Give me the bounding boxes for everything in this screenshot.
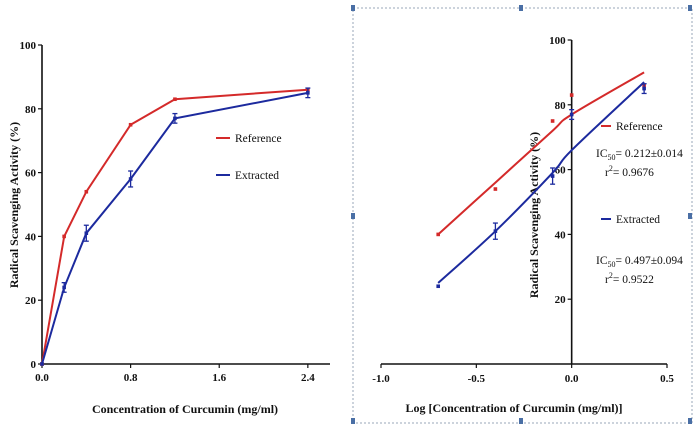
right-legend-label: Extracted — [616, 214, 660, 226]
left-y-tick-label: 0 — [31, 359, 37, 371]
right-data-point — [550, 174, 555, 178]
left-y-tick-label: 60 — [25, 168, 37, 180]
resize-handle — [688, 213, 692, 219]
right-data-point — [436, 284, 440, 289]
left-data-point — [128, 122, 133, 127]
left-data-point — [173, 97, 177, 102]
right-x-tick-label: -1.0 — [372, 373, 390, 385]
right-data-point — [569, 93, 574, 97]
left-x-axis-label: Concentration of Curcumin (mg/ml) — [92, 402, 278, 416]
left-y-axis-label: Radical Scavenging Activity (%) — [7, 122, 21, 288]
left-y-tick-label: 100 — [20, 40, 37, 52]
left-y-tick-label: 20 — [25, 295, 37, 307]
resize-handle — [688, 5, 692, 11]
left-x-tick-label: 1.6 — [212, 372, 226, 384]
left-data-point — [40, 362, 44, 366]
right-y-axis-label: Radical Scavenging Activity (%) — [527, 132, 541, 298]
left-x-tick-label: 2.4 — [301, 372, 315, 384]
left-x-tick-label: 0.0 — [35, 372, 49, 384]
right-x-axis-label: Log [Concentration of Curcumin (mg/ml)] — [405, 401, 622, 415]
right-ic50-annotation: IC50= 0.497±0.094 — [596, 255, 683, 269]
right-fit-curve-extracted — [437, 81, 645, 284]
left-data-point — [173, 116, 177, 121]
right-fit-curve-reference — [437, 71, 645, 236]
left-data-point — [306, 91, 310, 95]
left-y-tick-label: 80 — [25, 104, 37, 116]
right-data-point — [493, 229, 498, 233]
right-data-point — [642, 86, 646, 91]
right-data-point — [493, 187, 498, 191]
right-data-point — [569, 112, 574, 117]
resize-handle — [519, 418, 523, 424]
right-data-point — [436, 232, 440, 237]
right-y-tick-label: 80 — [555, 100, 567, 112]
left-y-tick-label: 40 — [25, 231, 37, 243]
right-y-tick-label: 100 — [549, 35, 566, 47]
right-y-tick-label: 40 — [555, 229, 567, 241]
resize-handle — [519, 5, 523, 11]
left-data-point — [128, 177, 133, 181]
right-x-tick-label: 0.0 — [565, 373, 579, 385]
resize-handle — [351, 213, 355, 219]
left-legend-label: Extracted — [235, 170, 279, 182]
right-y-tick-label: 60 — [555, 165, 567, 177]
right-ic50-annotation: IC50= 0.212±0.014 — [596, 148, 683, 162]
left-chart: Radical Scavenging Activity (%) Concentr… — [7, 40, 330, 416]
resize-handle — [351, 418, 355, 424]
right-y-tick-label: 20 — [555, 294, 567, 306]
resize-handle — [688, 418, 692, 424]
right-chart: Radical Scavenging Activity (%) Log [Con… — [351, 5, 693, 424]
left-data-point — [62, 285, 66, 290]
left-series-line-reference — [41, 88, 308, 365]
left-data-point — [62, 234, 66, 239]
left-data-point — [84, 189, 89, 194]
right-x-tick-label: -0.5 — [468, 373, 486, 385]
right-data-point — [550, 119, 555, 123]
resize-handle — [351, 5, 355, 11]
right-r2-annotation: r2= 0.9522 — [605, 271, 654, 286]
right-legend-label: Reference — [616, 121, 663, 133]
left-x-tick-label: 0.8 — [124, 372, 138, 384]
left-data-point — [84, 231, 89, 236]
right-r2-annotation: r2= 0.9676 — [605, 164, 654, 179]
left-series-line-extracted — [41, 91, 308, 365]
left-legend-label: Reference — [235, 133, 282, 145]
right-x-tick-label: 0.5 — [660, 373, 674, 385]
